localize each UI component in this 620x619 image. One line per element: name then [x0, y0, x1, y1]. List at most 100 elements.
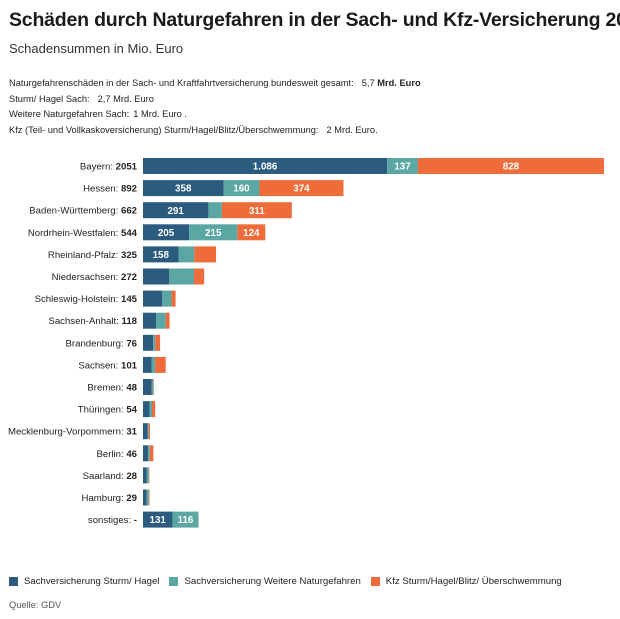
- bar-segment: [143, 401, 150, 418]
- bar-segment: [143, 334, 154, 351]
- category-label: Hamburg: 29: [82, 493, 137, 504]
- bar-segment: [143, 356, 152, 373]
- category-label: Hessen: 892: [83, 184, 137, 195]
- note-text: Kfz (Teil- und Vollkaskoversicherung) St…: [9, 124, 319, 135]
- note-value: 2 Mrd. Euro.: [326, 124, 378, 135]
- bar-row: Thüringen: 54: [78, 401, 156, 418]
- note-text: Naturgefahrenschäden in der Sach- und Kr…: [9, 78, 354, 88]
- bar-row: Sachsen-Anhalt: 118: [48, 312, 170, 329]
- note-value: 2,7 Mrd. Euro: [97, 93, 154, 104]
- bar-segment: [162, 290, 172, 307]
- bar-segment: [223, 180, 260, 197]
- chart-title: Schäden durch Naturgefahren in der Sach-…: [9, 9, 620, 31]
- bar-segment: [156, 312, 166, 329]
- bar-segment: [155, 356, 166, 373]
- bar-segment: [194, 246, 217, 263]
- category-label: Baden-Württemberg: 662: [29, 206, 137, 217]
- legend-item-kfz: Kfz Sturm/Hagel/Blitz/ Überschwemmung: [370, 576, 562, 587]
- bar-segment: [147, 445, 150, 462]
- bar-segment: [221, 202, 292, 219]
- bar-segment: [194, 268, 205, 285]
- category-label: Rheinland-Pfalz: 325: [48, 250, 138, 261]
- bar-value-label: 291: [168, 206, 185, 217]
- bar-segment: [143, 489, 147, 506]
- bar-segment: [147, 423, 149, 440]
- category-label: Saarland: 28: [83, 471, 138, 482]
- bar-value-label: 124: [243, 228, 260, 239]
- source-note: Quelle: GDV: [9, 600, 62, 610]
- bar-segment: [143, 467, 147, 484]
- legend-label: Sachversicherung Sturm/ Hagel: [24, 576, 160, 587]
- bar-segment: [143, 379, 152, 395]
- bar-segment: [151, 379, 154, 395]
- legend-swatch: [9, 577, 18, 586]
- category-label: Thüringen: 54: [78, 405, 138, 416]
- bar-segment: [155, 334, 161, 351]
- bar-row: Niedersachsen: 272: [52, 268, 205, 285]
- category-label: Bremen: 48: [87, 383, 137, 394]
- bar-segment: [189, 224, 238, 241]
- bar-value-label: 215: [205, 228, 222, 239]
- bar-segment: [143, 445, 148, 462]
- bar-value-label: 131: [150, 515, 167, 526]
- category-label: Schleswig-Holstein: 145: [35, 294, 138, 305]
- bar-value-label: 158: [153, 250, 170, 261]
- bar-value-label: 828: [503, 162, 520, 173]
- bar-value-label: 311: [249, 206, 265, 217]
- note-sturm-hagel: Sturm/ Hagel Sach: 2,7 Mrd. Euro: [9, 92, 421, 108]
- bar-segment: [387, 158, 418, 174]
- category-label: sonstiges: -: [88, 515, 137, 526]
- bar-value-label: 160: [233, 184, 250, 195]
- bar-row: Rheinland-Pfalz: 325 158: [48, 246, 217, 263]
- category-label: Sachsen: 101: [78, 360, 137, 371]
- category-label: Bayern: 2051: [80, 162, 138, 173]
- legend-label: Sachversicherung Weitere Naturgefahren: [184, 576, 361, 587]
- note-value: 1 Mrd. Euro .: [133, 109, 187, 120]
- bar-segment: [143, 290, 163, 307]
- category-label: Sachsen-Anhalt: 118: [48, 316, 137, 327]
- note-text: Weitere Naturgefahren Sach:: [9, 109, 130, 120]
- legend-item-weitere: Sachversicherung Weitere Naturgefahren: [169, 576, 361, 587]
- bar-segment: [178, 246, 195, 263]
- note-text: Sturm/ Hagel Sach:: [9, 93, 90, 104]
- category-label: Mecklenburg-Vorpommern: 31: [8, 427, 138, 438]
- bar-segment: [172, 511, 199, 528]
- bar-row: Mecklenburg-Vorpommern: 31: [8, 423, 150, 440]
- bar-row: Berlin: 46: [96, 445, 154, 462]
- bar-segment: [143, 312, 157, 329]
- bar-segment: [148, 467, 150, 484]
- bar-segment: [149, 445, 154, 462]
- bar-segment: [149, 401, 152, 418]
- note-value-bold: Mrd. Euro: [377, 78, 421, 88]
- bar-value-label: 1.086: [253, 162, 278, 173]
- bar-segment: [146, 467, 149, 484]
- legend-swatch: [370, 577, 380, 586]
- bar-segment: [237, 224, 266, 241]
- bar-segment: [169, 268, 195, 285]
- bar-value-label: 137: [394, 162, 411, 173]
- bar-row: Brandenburg: 76: [66, 334, 161, 351]
- note-weitere: Weitere Naturgefahren Sach: 1 Mrd. Euro .: [9, 107, 421, 123]
- bar-segment: [143, 180, 224, 197]
- bar-value-label: 358: [175, 184, 192, 195]
- bar-segment: [165, 312, 170, 329]
- summary-notes: Naturgefahrenschäden in der Sach- und Kr…: [9, 76, 421, 138]
- bar-segment: [153, 334, 156, 351]
- legend-item-sturm-hagel: Sachversicherung Sturm/ Hagel: [9, 576, 159, 587]
- bar-value-label: 116: [178, 515, 194, 526]
- bar-row: sonstiges: - 131 116: [88, 511, 199, 528]
- category-label: Nordrhein-Westfalen: 544: [28, 228, 138, 239]
- bar-value-label: 374: [293, 184, 310, 195]
- bar-row: Hamburg: 29: [82, 489, 150, 506]
- bar-segment: [146, 489, 149, 506]
- bar-segment: [153, 379, 154, 395]
- bar-segment: [259, 180, 344, 197]
- legend-label: Kfz Sturm/Hagel/Blitz/ Überschwemmung: [385, 576, 562, 587]
- bar-segment: [148, 423, 150, 440]
- legend-swatch: [169, 577, 179, 586]
- legend: Sachversicherung Sturm/ Hagel Sachversic…: [9, 576, 572, 587]
- bar-segment: [151, 401, 156, 418]
- bar-segment: [148, 489, 150, 506]
- bar-row: Sachsen: 101: [78, 356, 166, 373]
- stacked-bar-chart: Bayern: 2051 1.086 137 828 Hessen: 892 358 160…: [8, 158, 604, 528]
